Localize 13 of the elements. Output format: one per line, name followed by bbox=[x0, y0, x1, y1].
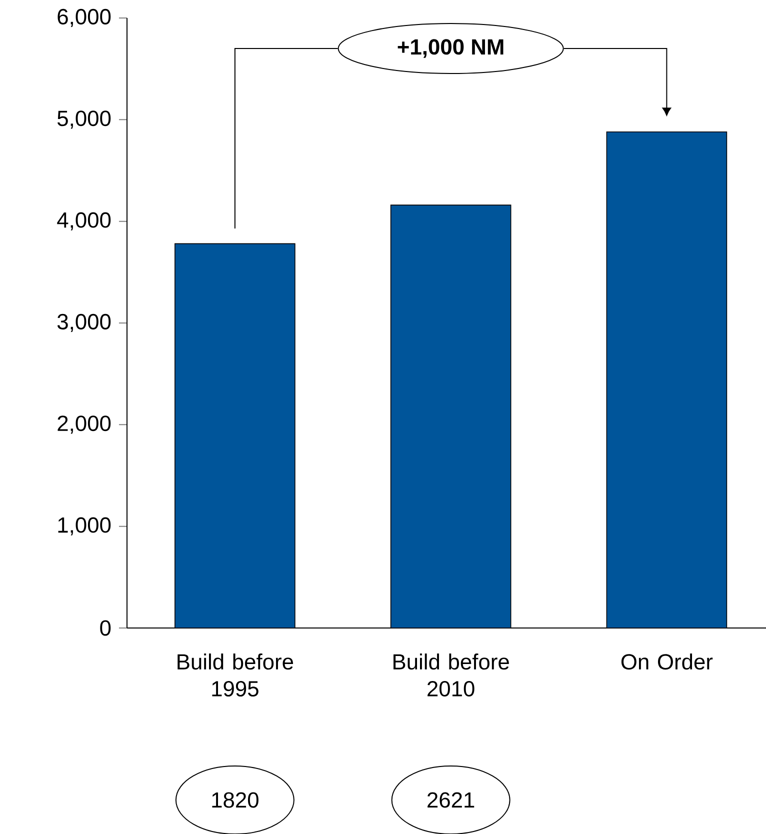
y-tick-label: 1,000 bbox=[58, 517, 111, 536]
y-tick-label: 0 bbox=[100, 620, 111, 636]
annotation: +1,000 NM bbox=[398, 39, 504, 58]
text: 2621 bbox=[428, 792, 474, 808]
y-tick-label: 5,000 bbox=[58, 110, 111, 129]
x-tick-label: Build before 1995 bbox=[178, 654, 294, 697]
y-tick-label: 6,000 bbox=[58, 8, 111, 28]
x-tick-label: On Order bbox=[621, 654, 713, 670]
text: 1820 bbox=[212, 792, 258, 808]
x-tick-label: Build before 2010 bbox=[394, 654, 509, 697]
y-tick-label: 3,000 bbox=[57, 314, 111, 332]
y-tick-label: 4,000 bbox=[57, 212, 111, 230]
y-tick-label: 2,000 bbox=[58, 416, 111, 434]
